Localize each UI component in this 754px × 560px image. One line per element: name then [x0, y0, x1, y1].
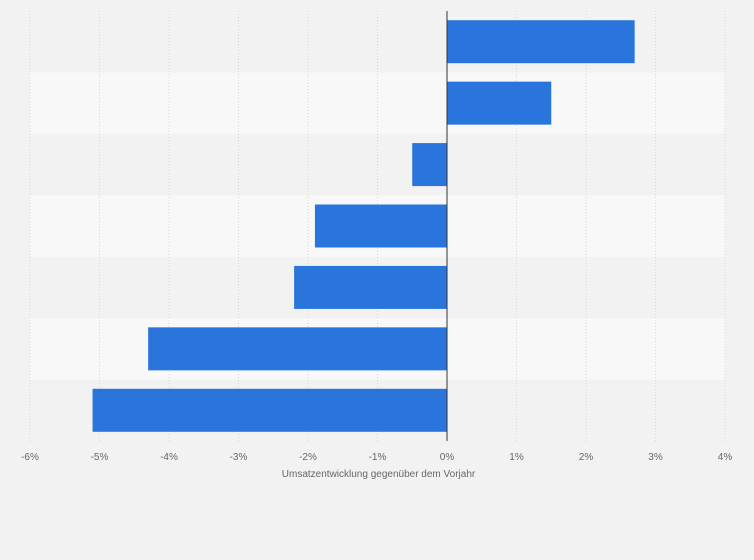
x-tick-label: -5%	[91, 452, 109, 463]
bar[interactable]	[447, 81, 552, 125]
x-tick-label: -2%	[299, 452, 317, 463]
x-tick-label: -6%	[21, 452, 39, 463]
x-tick-label: -4%	[160, 452, 178, 463]
bar[interactable]	[148, 327, 447, 371]
bar[interactable]	[447, 20, 635, 64]
bar[interactable]	[412, 143, 447, 187]
x-tick-label: 3%	[648, 452, 663, 463]
x-tick-label: 1%	[509, 452, 524, 463]
bar[interactable]	[294, 265, 447, 309]
x-axis-title: Umsatzentwicklung gegenüber dem Vorjahr	[282, 469, 476, 480]
bars	[92, 20, 635, 432]
row-band	[30, 72, 725, 134]
x-tick-label: 2%	[579, 452, 594, 463]
x-tick-label: 4%	[718, 452, 733, 463]
x-tick-label: -3%	[230, 452, 248, 463]
x-axis-ticks: -6% -5% -4% -3% -2% -1% 0% 1% 2% 3% 4%	[21, 452, 732, 463]
x-tick-label: -1%	[369, 452, 387, 463]
bar[interactable]	[92, 388, 448, 432]
x-tick-label: 0%	[440, 452, 455, 463]
bar[interactable]	[314, 204, 447, 248]
